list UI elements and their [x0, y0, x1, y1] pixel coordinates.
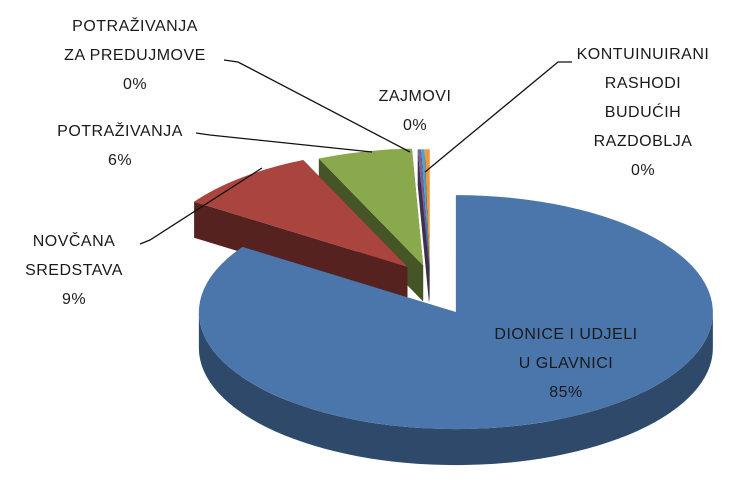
leader-line	[195, 132, 373, 153]
data-label: POTRAŽIVANJA ZA PREDUJMOVE 0%	[60, 12, 210, 99]
slice-cut-face	[194, 201, 408, 303]
label-name: KONTUINUIRANI RASHODI BUDUĆIH RAZDOBLJA	[576, 46, 710, 150]
label-value: 0%	[402, 117, 428, 134]
label-name: NOVČANA SREDSTAVA	[25, 233, 123, 279]
leader-line	[223, 59, 411, 153]
label-name: POTRAŽIVANJA	[57, 123, 183, 140]
slice	[194, 160, 408, 267]
data-label: NOVČANA SREDSTAVA 9%	[14, 227, 134, 314]
leader-line	[424, 61, 572, 173]
label-value: 0%	[630, 162, 656, 179]
label-value: 9%	[61, 291, 87, 308]
slice	[417, 149, 429, 267]
data-label: ZAJMOVI 0%	[360, 82, 470, 140]
label-name: DIONICE I UDJELI U GLAVNICI	[494, 326, 638, 372]
slice	[424, 149, 430, 267]
slices	[194, 148, 713, 466]
label-name: POTRAŽIVANJA ZA PREDUJMOVE	[64, 18, 206, 64]
slice-cut-face	[417, 149, 429, 303]
data-label: POTRAŽIVANJA 6%	[45, 117, 195, 175]
label-name: ZAJMOVI	[378, 88, 452, 105]
label-value: 0%	[122, 76, 148, 93]
data-label: DIONICE I UDJELI U GLAVNICI 85%	[486, 320, 646, 407]
slice	[318, 148, 424, 266]
slice	[421, 149, 430, 267]
slice	[198, 195, 713, 430]
data-label: KONTUINUIRANI RASHODI BUDUĆIH RAZDOBLJA 0…	[568, 40, 718, 185]
leader-line	[139, 167, 263, 245]
label-value: 85%	[549, 384, 583, 401]
label-value: 6%	[107, 152, 133, 169]
slice-side	[198, 312, 713, 466]
leader-lines	[139, 59, 572, 245]
